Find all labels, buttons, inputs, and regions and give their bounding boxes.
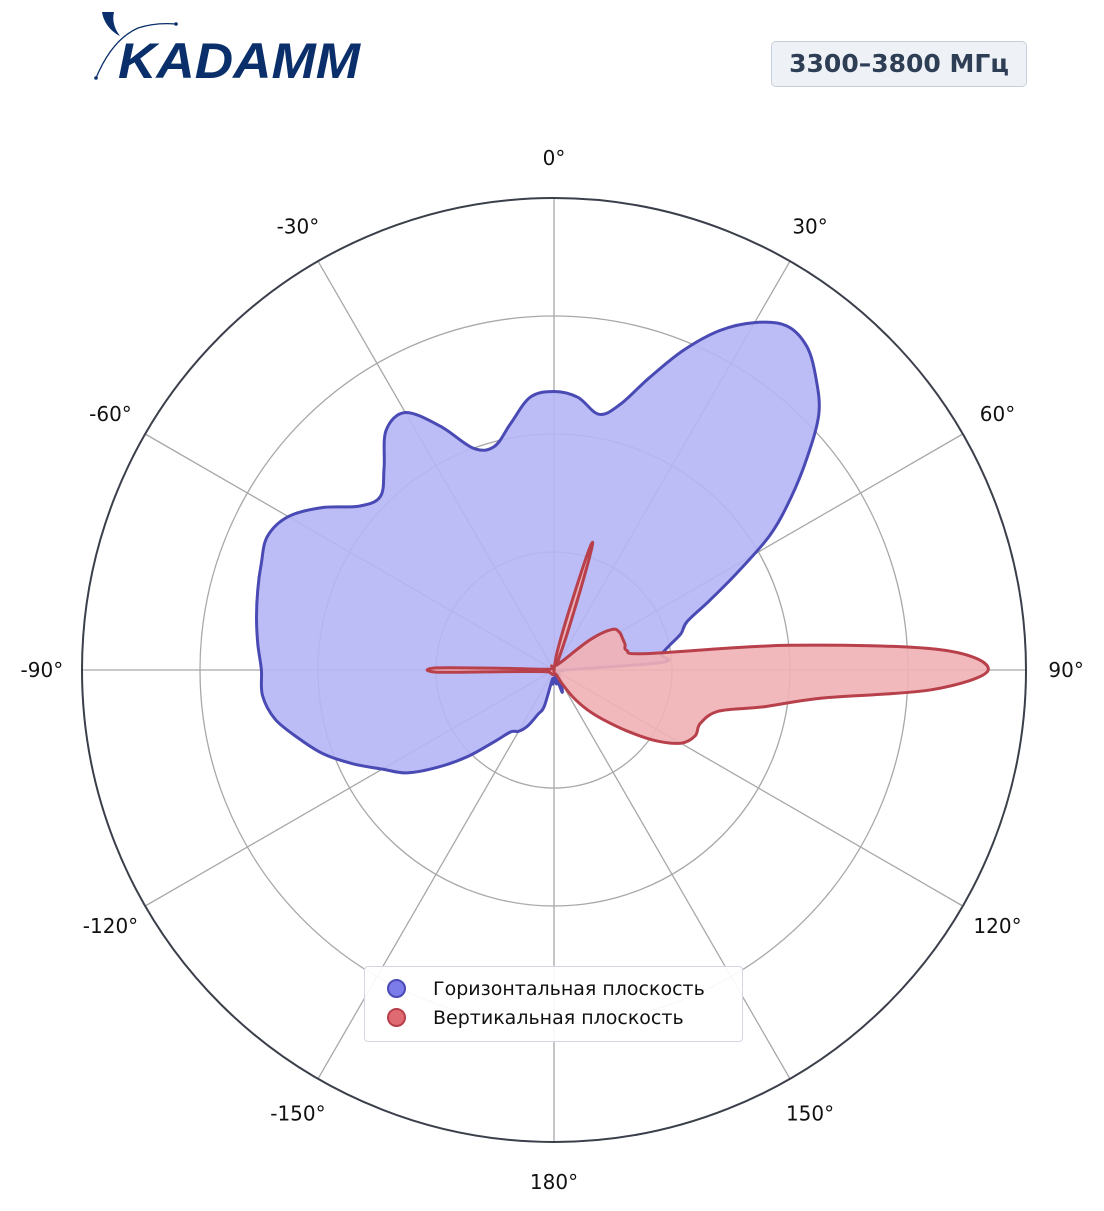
angle-tick-label: 30° — [792, 214, 827, 238]
angle-tick-label: -90° — [21, 658, 64, 682]
logo-text: KADAMM — [118, 33, 361, 88]
angle-tick-label: -150° — [270, 1102, 325, 1126]
legend-marker-horizontal — [387, 979, 406, 998]
angle-labels: 0° 30° 60° 90° 120° 150° 180° -150° -120° -90° -60… — [21, 146, 1084, 1194]
logo-swoosh — [95, 22, 177, 79]
angle-tick-label: -120° — [83, 914, 138, 938]
angle-tick-label: 90° — [1048, 658, 1083, 682]
angle-tick-label: 60° — [980, 402, 1015, 426]
angle-tick-label: 150° — [786, 1102, 834, 1126]
angle-spoke-7 — [317, 669, 555, 1080]
legend-item-horizontal: Горизонтальная плоскость — [387, 975, 737, 1003]
angle-tick-label: -60° — [89, 402, 132, 426]
legend-label-vertical: Вертикальная плоскость — [433, 1007, 684, 1029]
legend-item-vertical: Вертикальная плоскость — [387, 1004, 737, 1032]
angle-tick-label: -30° — [277, 214, 320, 238]
frequency-badge: 3300–3800 МГц — [771, 41, 1027, 87]
legend: Горизонтальная плоскость Вертикальная пл… — [364, 966, 743, 1042]
horizontal-pattern-shape — [255, 320, 821, 775]
angle-spoke-5 — [553, 669, 791, 1080]
series-vertical-plane — [425, 540, 990, 745]
legend-marker-vertical — [387, 1008, 406, 1027]
angle-tick-label: 180° — [530, 1170, 578, 1194]
angle-tick-label: 120° — [973, 914, 1021, 938]
kadamm-logo: KADAMM — [94, 12, 361, 88]
series-layer — [255, 320, 990, 775]
series-horizontal-plane — [255, 320, 821, 775]
angle-tick-label: 0° — [543, 146, 566, 170]
legend-label-horizontal: Горизонтальная плоскость — [433, 978, 705, 1000]
logo-leaf — [102, 12, 120, 36]
outer-ring — [81, 197, 1027, 1143]
vertical-pattern-shape — [425, 540, 990, 745]
